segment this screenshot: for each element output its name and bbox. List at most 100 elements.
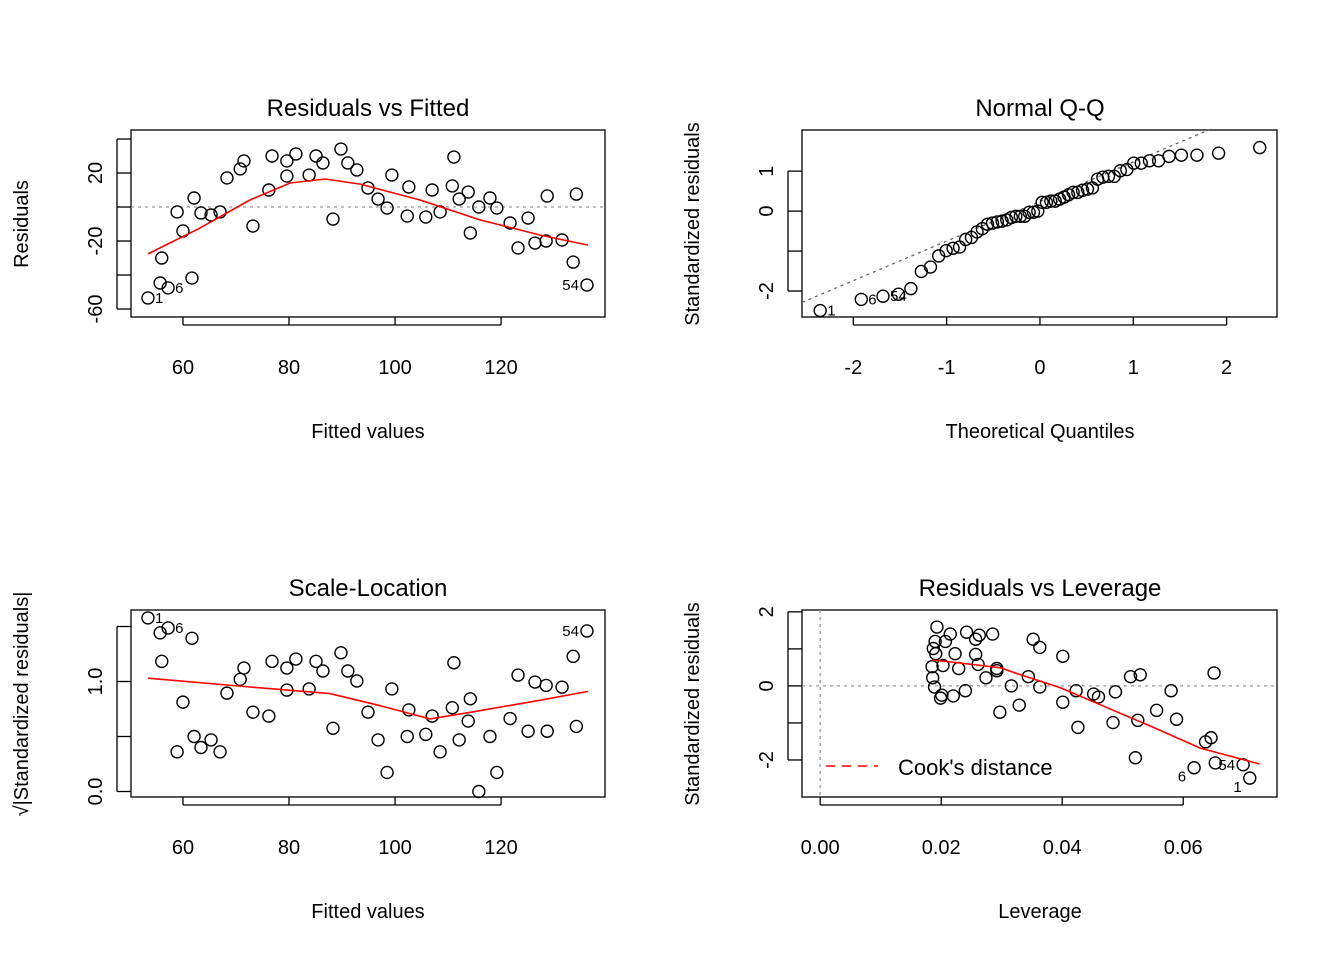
panel1-ytick-label: -20 — [85, 227, 107, 256]
panel4-point — [943, 627, 957, 641]
panel1-plot-box — [130, 129, 606, 318]
panel4-plot-box — [801, 609, 1278, 798]
panel1-point — [447, 150, 461, 164]
panel3-point — [326, 721, 340, 736]
panel3-ytick-label: 0.0 — [85, 778, 107, 806]
panel4-point — [1091, 690, 1106, 704]
panel1-point — [402, 180, 416, 194]
panel1-point — [503, 216, 517, 230]
panel2-point — [995, 214, 1009, 228]
panel4-point — [1056, 695, 1070, 709]
panel1-point — [220, 171, 234, 185]
panel2-point-label: 6 — [868, 291, 876, 308]
panel4-point — [1187, 761, 1201, 775]
panel3-ytick-label: 1.0 — [85, 668, 107, 696]
panel1-point — [521, 211, 535, 225]
panel2-point — [1026, 205, 1041, 220]
panel3-point-label: 6 — [175, 620, 183, 637]
panel1-ytick-label: -60 — [85, 295, 107, 324]
panel2-point — [1035, 195, 1049, 210]
panel3-point — [316, 664, 330, 678]
panel2-point — [914, 264, 929, 279]
panel1-point — [483, 191, 497, 205]
panel1-point — [472, 200, 486, 214]
panel3-point — [463, 692, 478, 706]
panel1-point — [187, 191, 201, 205]
panel4-title: Residuals vs Leverage — [919, 575, 1162, 602]
panel3-point — [161, 621, 175, 635]
panel4-xtick-label: 0.02 — [922, 837, 961, 859]
panel1-point — [555, 233, 569, 247]
panel2-point — [1071, 185, 1085, 200]
panel1-point — [265, 149, 279, 163]
panel2-xtick-label: 2 — [1221, 357, 1232, 379]
panel4-point — [993, 705, 1007, 719]
panel4-point — [1207, 666, 1221, 680]
panel2-point — [1085, 181, 1100, 195]
panel1-point — [161, 281, 175, 295]
panel2-point — [1190, 148, 1204, 162]
panel3-point — [309, 654, 323, 669]
panel1-point — [380, 201, 394, 215]
panel2-xtick-label: -1 — [938, 357, 956, 379]
panel1-point — [280, 169, 294, 183]
panel1-point — [445, 179, 460, 193]
panel2-point — [1101, 169, 1116, 184]
panel3-point — [433, 745, 447, 759]
panel4-point — [1012, 698, 1026, 712]
panel4-point — [1056, 649, 1070, 663]
panel3-point — [289, 652, 303, 666]
panel3-point — [540, 724, 554, 738]
panel1-point — [463, 226, 478, 240]
panel2-point — [952, 240, 967, 254]
panel4-point — [1133, 668, 1147, 682]
panel3-smooth-line — [147, 677, 589, 720]
panel3-point — [461, 714, 475, 728]
panel1-point — [280, 154, 294, 168]
panel4-point — [1128, 751, 1143, 765]
panel3-point — [334, 646, 348, 660]
panel3-point — [555, 680, 569, 694]
panel3-point — [213, 745, 227, 759]
panel1-point — [580, 278, 594, 292]
panel1-point — [371, 192, 385, 206]
panel2-point — [1057, 190, 1071, 204]
panel4-point — [1164, 684, 1178, 698]
panel4-point — [1021, 669, 1036, 684]
panel4-point — [958, 684, 973, 698]
panel2-xlabel: Theoretical Quantiles — [946, 421, 1135, 443]
panel3-point — [185, 631, 199, 645]
panel2-point — [1107, 169, 1121, 184]
panel3-point — [302, 682, 316, 696]
panel4-point — [990, 664, 1004, 678]
panel3-point — [402, 703, 416, 717]
panel1-point — [452, 192, 466, 206]
panel2-point — [1162, 149, 1176, 164]
panel4-point — [927, 680, 942, 694]
panel3-point — [385, 682, 399, 696]
panel1-point — [246, 219, 260, 233]
panel1-xtick-label: 60 — [172, 357, 194, 379]
panel3-point — [237, 661, 251, 675]
panel2-title: Normal Q-Q — [975, 95, 1104, 122]
panel3-xtick-label: 120 — [484, 837, 517, 859]
panel3-point — [204, 733, 218, 747]
panel4-point — [1004, 679, 1019, 693]
panel2-ytick-label: 1 — [756, 166, 778, 177]
panel2-point — [975, 221, 990, 236]
panel3-point — [483, 729, 497, 744]
panel1-point — [334, 142, 348, 156]
panel2-point — [1080, 182, 1095, 196]
panel3-xtick-label: 100 — [378, 837, 411, 859]
panel3-point — [447, 656, 461, 670]
panel2-ytick-label: 0 — [756, 206, 778, 217]
panel3-point-label: 54 — [562, 623, 579, 640]
panel3-point — [262, 709, 276, 723]
panel4-point — [968, 647, 983, 662]
panel2-point — [1013, 209, 1028, 224]
panel3-point — [350, 674, 364, 688]
panel3-point — [419, 727, 433, 742]
panel4-smooth-line — [932, 659, 1260, 765]
